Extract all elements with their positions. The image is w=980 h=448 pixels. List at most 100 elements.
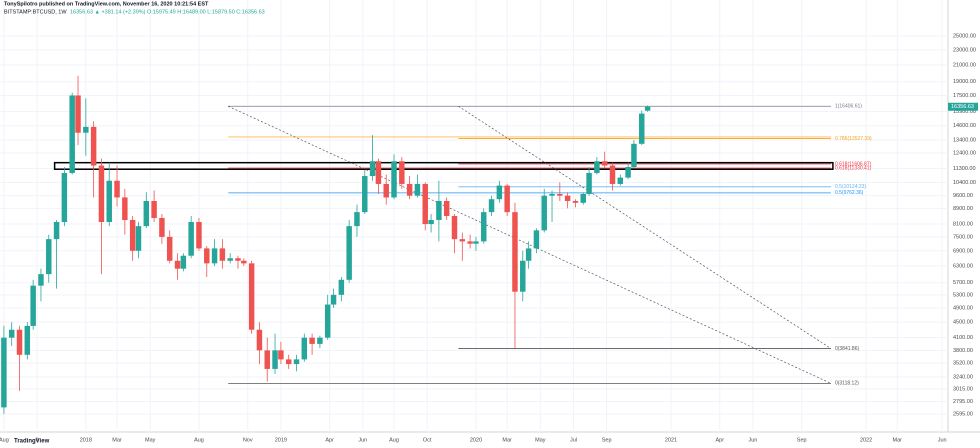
logo: TradingView [14, 439, 50, 445]
candle-body [241, 260, 247, 264]
x-tick-label: Jun [938, 437, 947, 443]
candle-body [30, 285, 36, 326]
candle-body [473, 241, 479, 244]
candle-body [196, 222, 202, 249]
candle-body [533, 230, 540, 249]
candle-body [106, 180, 112, 223]
y-tick-label: 12400.00 [953, 150, 976, 156]
candle-body [53, 222, 60, 240]
candle-body [443, 200, 450, 217]
y-tick-label: 5700.00 [953, 280, 973, 286]
candle-body [122, 197, 128, 220]
candle-body [16, 329, 23, 355]
y-tick-label: 19000.00 [953, 79, 976, 85]
x-tick-label: Oct [423, 437, 432, 443]
candle-body [601, 161, 608, 166]
candle-body [488, 199, 495, 213]
candle-body [309, 337, 315, 344]
candle-body [248, 263, 255, 330]
candle-body [46, 239, 52, 275]
candle-body [301, 337, 308, 360]
x-tick-label: Jul [570, 437, 577, 443]
candle-body [293, 359, 300, 365]
y-tick-label: 3015.00 [953, 386, 973, 392]
x-tick-label: 2019 [275, 437, 287, 443]
fib-label: 0.5(9762.36) [835, 190, 864, 196]
candle-body [188, 222, 194, 256]
x-tick-label: Jun [749, 437, 758, 443]
x-tick-label: Nov [243, 437, 253, 443]
candle-body [317, 337, 323, 344]
y-tick-label: 21000.00 [953, 63, 976, 69]
candle-body [644, 106, 651, 111]
y-tick-label: 4500.00 [953, 320, 973, 326]
candle-body [285, 359, 292, 365]
x-tick-label: Sep [797, 437, 807, 443]
y-tick-label: 25000.00 [953, 33, 976, 39]
candle-body [114, 180, 120, 198]
candle-body [219, 248, 226, 261]
candle-body [272, 350, 278, 369]
candle-body [227, 258, 233, 261]
y-tick-label: 2595.00 [953, 411, 973, 417]
candle-body [369, 161, 376, 177]
candle-body [520, 260, 526, 292]
candle-body [481, 212, 487, 242]
y-tick-label: 2795.00 [953, 399, 973, 405]
price-badge [948, 102, 978, 111]
candle-body [564, 195, 571, 201]
candle-body [61, 172, 68, 223]
x-tick-label: Mar [112, 437, 122, 443]
candle-body [278, 350, 284, 360]
candle-body [330, 294, 337, 305]
y-tick-label: 9600.00 [953, 193, 973, 199]
candle-body [496, 185, 503, 200]
y-tick-label: 14600.00 [953, 123, 976, 129]
x-tick-label: 9 [36, 437, 39, 443]
candle-body [406, 183, 413, 196]
x-tick-label: Apr [325, 437, 334, 443]
x-tick-label: 2022 [860, 437, 872, 443]
x-tick-label: Sep [602, 437, 612, 443]
candle-body [98, 165, 105, 223]
candle-body [399, 161, 405, 184]
candle-body [204, 248, 210, 264]
y-tick-label: 8100.00 [953, 222, 973, 228]
candle-body [256, 329, 263, 351]
fib-label: 1(16406.61) [835, 104, 862, 110]
candle-body [346, 226, 352, 280]
candle-body [557, 193, 563, 196]
y-tick-label: 6300.00 [953, 263, 973, 269]
candle-body [338, 279, 345, 295]
candle-body [436, 200, 442, 220]
candle-body [174, 260, 181, 269]
candle-body [504, 185, 510, 213]
candle-body [143, 200, 150, 227]
candle-body [69, 95, 75, 173]
fib-label: 0.5(10124.23) [835, 184, 866, 190]
candle-body [631, 143, 637, 168]
y-tick-label: 3240.00 [953, 374, 973, 380]
y-tick-label: 3800.00 [953, 348, 973, 354]
candle-body [617, 177, 624, 184]
x-tick-label: Aug [0, 437, 9, 443]
x-tick-label: May [535, 437, 546, 443]
y-tick-label: 4900.00 [953, 305, 973, 311]
candle-body [639, 113, 645, 144]
candle-body [451, 216, 458, 240]
price-badge-label: 16356.63 [951, 104, 974, 110]
x-tick-label: May [145, 437, 156, 443]
candle-body [459, 239, 466, 242]
x-tick-label: 2020 [470, 437, 482, 443]
y-tick-label: 6900.00 [953, 248, 973, 254]
candle-body [235, 258, 241, 261]
x-tick-label: 2021 [665, 437, 677, 443]
y-tick-label: 4100.00 [953, 335, 973, 341]
candle-body [525, 248, 532, 261]
candle-body [1, 337, 7, 408]
candle-body [24, 325, 31, 355]
symbol: BITSTAMP:BTCUSD, 1W [4, 9, 67, 15]
candle-body [414, 183, 421, 196]
y-tick-label: 7500.00 [953, 234, 973, 240]
